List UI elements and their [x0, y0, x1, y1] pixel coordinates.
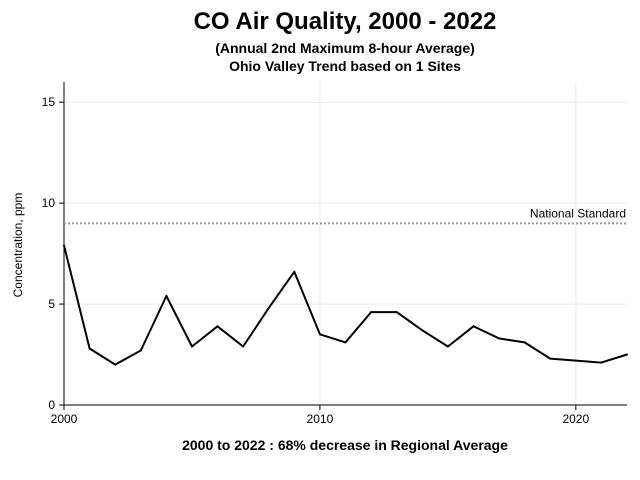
- data-point: [318, 333, 321, 336]
- data-point: [446, 345, 449, 348]
- data-point: [472, 325, 475, 328]
- data-point: [293, 270, 296, 273]
- data-point: [370, 311, 373, 314]
- data-point: [216, 325, 219, 328]
- x-tick-label: 2010: [307, 412, 334, 426]
- data-point: [267, 307, 270, 310]
- data-point: [395, 311, 398, 314]
- data-point: [600, 361, 603, 364]
- data-point: [63, 244, 65, 247]
- national-standard-label: National Standard: [530, 206, 626, 220]
- co-trend-line: [63, 245, 628, 366]
- data-point: [190, 345, 193, 348]
- data-point: [139, 349, 142, 352]
- chart-title: CO Air Quality, 2000 - 2022: [193, 8, 497, 35]
- chart-subtitle-2: Ohio Valley Trend based on 1 Sites: [229, 58, 461, 74]
- chart-footer: 2000 to 2022 : 68% decrease in Regional …: [182, 437, 508, 453]
- data-point: [242, 345, 245, 348]
- data-point: [344, 341, 347, 344]
- data-point: [114, 363, 117, 366]
- data-point: [523, 341, 526, 344]
- y-tick-label: 15: [42, 95, 56, 109]
- data-point: [421, 329, 424, 332]
- data-point: [549, 357, 552, 360]
- y-tick-label: 0: [48, 398, 55, 412]
- data-point: [498, 337, 501, 340]
- x-tick-label: 2000: [51, 412, 78, 426]
- chart-subtitle-1: (Annual 2nd Maximum 8-hour Average): [215, 40, 475, 56]
- data-point: [574, 359, 577, 362]
- data-point: [626, 353, 628, 356]
- data-point: [165, 294, 168, 297]
- y-tick-label: 5: [48, 297, 55, 311]
- x-tick-label: 2020: [562, 412, 589, 426]
- y-tick-label: 10: [42, 196, 56, 210]
- data-point: [88, 347, 91, 350]
